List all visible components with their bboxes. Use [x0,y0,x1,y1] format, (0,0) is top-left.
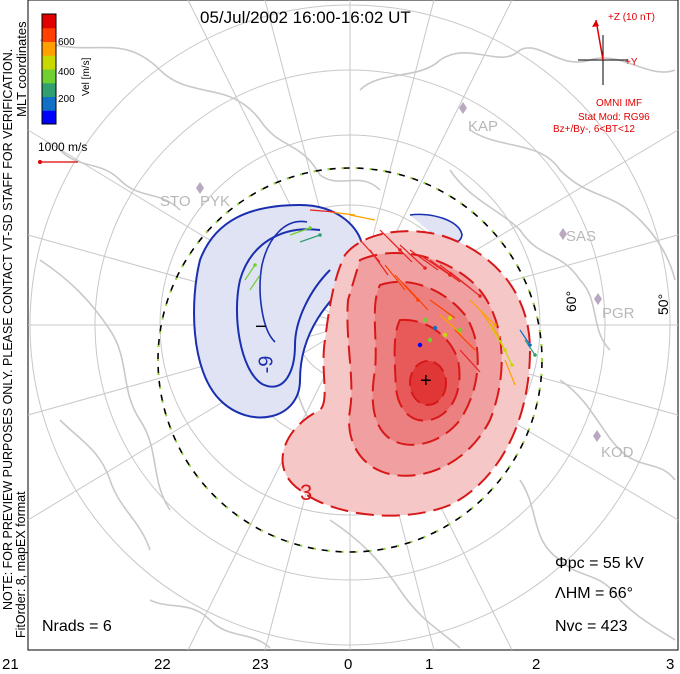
colorbar-border [41,13,57,125]
station-kap: KAP [468,118,499,135]
plot-title: 05/Jul/2002 16:00-16:02 UT [200,8,411,27]
hour-label-22: 22 [154,656,171,673]
vector-dots [253,226,537,367]
colorbar-tick-200: 200 [58,94,75,105]
positive-contour-value: 3 [300,480,313,505]
coords-label: MLT coordinates [14,21,29,117]
hour-label-0: 0 [344,656,353,673]
phi-pc-readout: Φpc = 55 kV [555,555,644,572]
scale-vector-dot [38,160,42,164]
imf-clock [578,19,628,85]
preview-watermark: NOTE: FOR PREVIEW PURPOSES ONLY. PLEASE … [1,48,15,610]
negative-cell-sign: − [255,316,267,338]
negative-cell [193,203,463,419]
station-kod: KOD [601,444,634,461]
colorbar-segment [42,55,56,70]
positive-cell-sign: + [420,370,432,392]
colorbar-segment [42,14,56,29]
n-vc-readout: Nvc = 423 [555,618,628,635]
imf-model: Stat Mod: RG96 [578,112,650,123]
colorbar-segment [42,41,56,56]
colorbar-segment [42,96,56,111]
scale-label: 1000 m/s [38,140,88,154]
colorbar-unit-label: Vel [m/s] [81,57,92,96]
fit-info: FitOrder: 8, mapEX format [14,491,28,638]
latitude-label-60: 60° [563,290,579,312]
hour-label-23: 23 [252,656,269,673]
station-sto: STO [160,193,191,210]
imf-y-label: +Y [625,57,638,68]
hm-boundary-dots [156,166,544,554]
hour-label-1: 1 [425,656,434,673]
colorbar-tick-400: 400 [58,67,75,78]
hour-label-21: 21 [2,656,19,673]
imf-condition: Bz+/By-, 6<BT<12 [553,124,635,135]
colorbar-segment [42,27,56,42]
colorbar-segment [42,69,56,84]
station-pyk: PYK [200,193,231,210]
hour-label-2: 2 [532,656,541,673]
lambda-hm-readout: ΛHM = 66° [555,585,633,602]
positive-cell [281,230,532,517]
station-pgr: PGR [602,305,635,322]
station-markers [196,102,602,442]
colorbar-segment [42,110,56,125]
hour-label-3: 3 [666,656,675,673]
latitude-label-50: 50° [655,293,671,315]
negative-contour-value: -9 [255,355,278,374]
imf-source: OMNI IMF [596,98,643,109]
station-sas: SAS [566,228,597,245]
imf-z-label: +Z (10 nT) [608,12,655,23]
imf-vector [595,19,604,61]
colorbar-segment [42,82,56,97]
velocity-colorbar [41,13,57,125]
colorbar-tick-600: 600 [58,37,75,48]
n-rads-readout: Nrads = 6 [42,618,112,635]
